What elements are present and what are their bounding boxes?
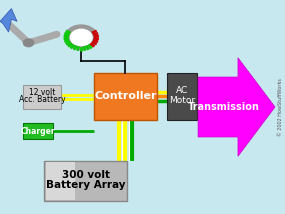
Text: AC: AC (176, 86, 188, 95)
Text: Controller: Controller (94, 91, 157, 101)
FancyBboxPatch shape (23, 123, 53, 139)
FancyBboxPatch shape (46, 162, 75, 200)
FancyBboxPatch shape (167, 73, 197, 120)
Polygon shape (198, 58, 275, 156)
Polygon shape (0, 9, 17, 32)
FancyBboxPatch shape (94, 73, 157, 120)
FancyBboxPatch shape (44, 160, 127, 201)
FancyBboxPatch shape (23, 85, 61, 109)
Text: 12 volt: 12 volt (29, 88, 55, 98)
Text: Charger: Charger (21, 126, 55, 136)
Text: Transmission: Transmission (188, 102, 260, 112)
Text: © 2002 HowStuffWorks: © 2002 HowStuffWorks (278, 78, 283, 136)
Text: 300 volt: 300 volt (62, 171, 109, 180)
Text: Motor: Motor (169, 96, 195, 105)
Text: Acc. Battery: Acc. Battery (19, 95, 65, 104)
Text: Battery Array: Battery Array (46, 180, 125, 190)
Circle shape (70, 29, 92, 46)
Circle shape (23, 39, 34, 47)
Circle shape (65, 25, 98, 50)
